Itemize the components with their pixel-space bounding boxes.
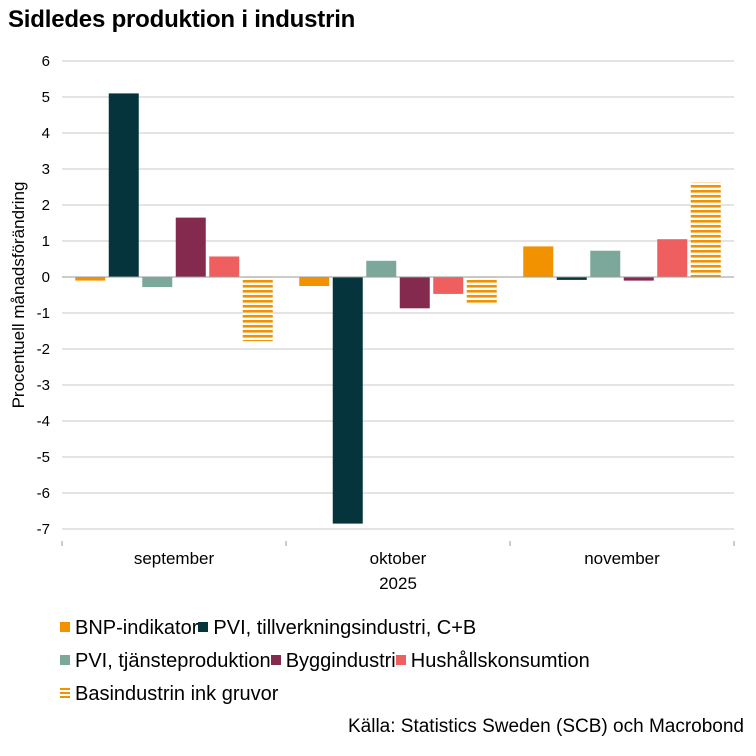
legend-row: BNP-indikator PVI, tillverkningsindustri,…: [60, 612, 750, 645]
bar: [466, 277, 497, 304]
bar: [523, 246, 554, 277]
bar: [75, 277, 106, 281]
bar: [332, 277, 363, 524]
legend-row: PVI, tjänsteproduktion Byggindustri Hushål…: [60, 645, 750, 678]
legend-item: PVI, tjänsteproduktion: [60, 645, 271, 678]
legend-item: Hushållskonsumtion: [395, 645, 590, 678]
bar: [175, 217, 206, 277]
x-category-label: november: [584, 549, 660, 568]
bar: [142, 277, 173, 288]
y-axis-label: Procentuell månadsförändring: [9, 182, 28, 409]
legend-item: BNP-indikator: [60, 612, 198, 645]
legend-swatch: [395, 655, 406, 665]
legend-swatch: [60, 622, 70, 632]
y-tick-label: -4: [37, 413, 50, 430]
y-tick-label: 5: [42, 89, 50, 106]
bar: [623, 277, 654, 281]
legend-swatch: [60, 655, 70, 665]
bar: [590, 250, 621, 277]
bar: [399, 277, 430, 309]
legend-swatch: [270, 655, 281, 665]
x-category-label: september: [134, 549, 215, 568]
bar: [657, 239, 688, 277]
y-tick-label: 3: [42, 161, 50, 178]
y-tick-label: 2: [42, 197, 50, 214]
bar: [690, 182, 721, 277]
bar: [108, 93, 139, 278]
y-tick-label: 4: [42, 125, 50, 142]
legend-label: Hushållskonsumtion: [410, 650, 590, 672]
y-tick-label: -6: [37, 485, 50, 502]
legend: BNP-indikator PVI, tillverkningsindustri,…: [60, 612, 750, 711]
y-tick-label: 0: [42, 269, 50, 286]
legend-item: PVI, tillverkningsindustri, C+B: [198, 612, 476, 645]
legend-label: PVI, tjänsteproduktion: [75, 650, 271, 672]
grid-lines: [62, 60, 734, 530]
y-tick-label: -3: [37, 377, 50, 394]
legend-label: Basindustrin ink gruvor: [75, 683, 279, 705]
bar: [299, 277, 330, 286]
bars: [75, 93, 721, 524]
y-tick-label: -1: [37, 305, 50, 322]
legend-item: Byggindustri: [270, 645, 396, 678]
bar: [433, 277, 464, 294]
legend-label: Byggindustri: [285, 650, 396, 672]
legend-swatch: [198, 622, 209, 632]
bar: [242, 277, 273, 342]
y-tick-label: -7: [37, 521, 50, 538]
bar: [556, 277, 587, 280]
x-axis-label: 2025: [379, 574, 417, 593]
bar: [209, 256, 240, 277]
legend-row: Basindustrin ink gruvor: [60, 678, 750, 711]
x-category-label: oktober: [370, 549, 427, 568]
y-tick-label: 1: [42, 233, 50, 250]
source-note: Källa: Statistics Sweden (SCB) och Macro…: [347, 716, 744, 737]
legend-swatch: [60, 688, 70, 698]
axes: 6 5 4 3 2 1 0 -1 -2 -3 -4 -5 -6 -7 september oktober nov…: [9, 53, 735, 593]
legend-label: BNP-indikator: [75, 617, 199, 639]
legend-item: Basindustrin ink gruvor: [60, 678, 278, 711]
bar: [366, 260, 397, 277]
chart-plot: 6 5 4 3 2 1 0 -1 -2 -3 -4 -5 -6 -7 september oktober nov…: [9, 53, 735, 593]
y-tick-label: -2: [37, 341, 50, 358]
y-tick-label: -5: [37, 449, 50, 466]
y-tick-label: 6: [42, 53, 50, 70]
legend-label: PVI, tillverkningsindustri, C+B: [213, 617, 477, 639]
chart-title: Sidledes produktion i industrin: [8, 6, 356, 33]
